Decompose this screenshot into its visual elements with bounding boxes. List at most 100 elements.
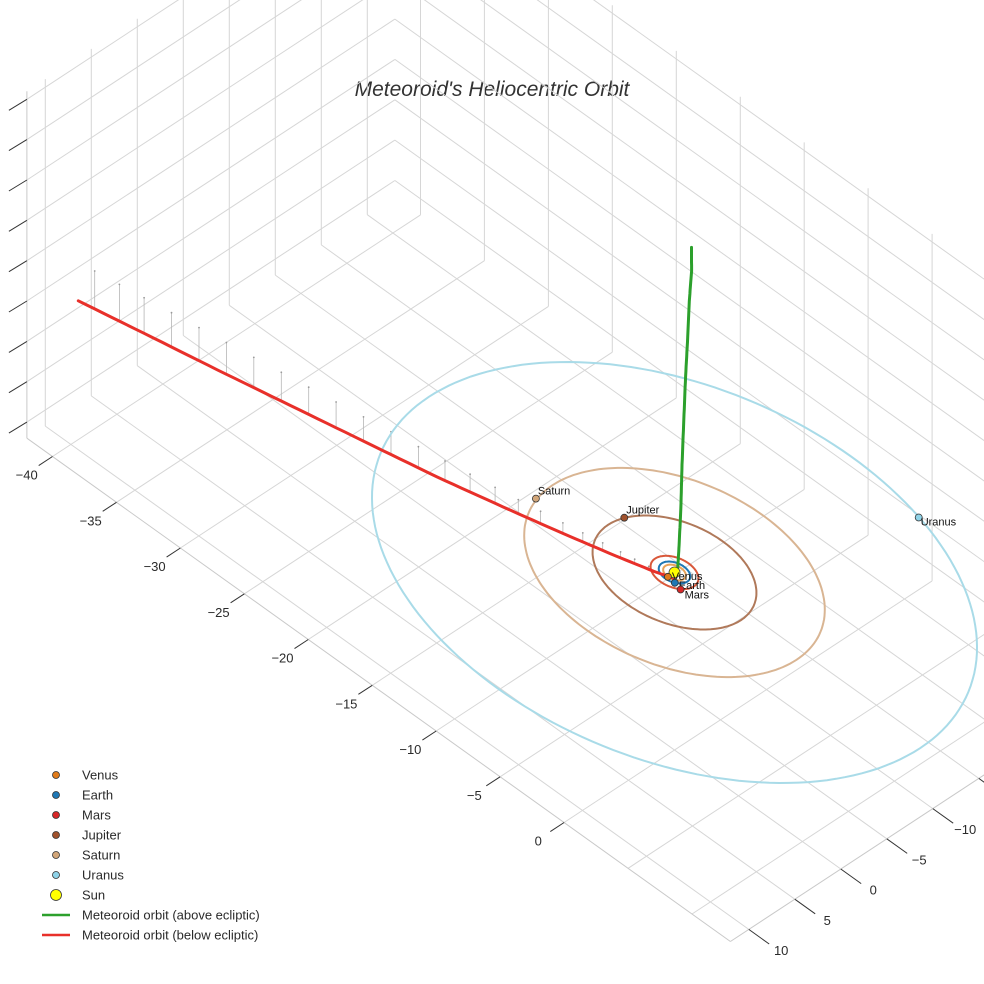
grid-line bbox=[275, 274, 980, 779]
grid-line bbox=[26, 0, 302, 181]
drop-line-dot bbox=[562, 522, 564, 524]
x-tick-label: −35 bbox=[80, 513, 102, 528]
grid-line bbox=[116, 260, 485, 503]
drop-line-dot bbox=[444, 460, 446, 462]
y-tick-mark bbox=[794, 898, 816, 915]
legend-label[interactable]: Sun bbox=[82, 888, 105, 903]
y-tick-mark bbox=[886, 838, 908, 854]
orbit-saturn bbox=[523, 466, 826, 679]
legend-label[interactable]: Mars bbox=[82, 808, 111, 823]
x-tick-label: −20 bbox=[271, 651, 293, 666]
planet-marker-jupiter[interactable] bbox=[620, 513, 629, 522]
grid-line bbox=[52, 214, 421, 457]
legend-label[interactable]: Venus bbox=[82, 768, 119, 783]
drop-line-dot bbox=[280, 371, 283, 374]
drop-line-dot bbox=[307, 386, 310, 389]
grid-line bbox=[26, 0, 241, 141]
x-tick-mark bbox=[358, 684, 373, 695]
meteoroid-orbit-above[interactable] bbox=[672, 245, 694, 580]
x-tick-label: −10 bbox=[399, 742, 421, 757]
legend-label[interactable]: Saturn bbox=[82, 848, 120, 863]
grid-line bbox=[180, 305, 549, 549]
drop-line-dot bbox=[494, 486, 496, 489]
grid-line bbox=[372, 443, 741, 686]
legend-label[interactable]: Uranus bbox=[82, 868, 124, 883]
grid-line bbox=[308, 397, 677, 640]
legend-swatch-marker[interactable] bbox=[52, 851, 60, 859]
drop-line-dot bbox=[619, 551, 622, 553]
grid-line bbox=[91, 395, 796, 900]
grid-line bbox=[26, 0, 180, 100]
legend-label[interactable]: Earth bbox=[82, 788, 113, 803]
grid-line bbox=[480, 0, 984, 361]
drop-line-dot bbox=[225, 341, 228, 344]
grid-line bbox=[499, 534, 869, 778]
legend-swatch-marker[interactable] bbox=[52, 811, 60, 819]
x-tick-label: −25 bbox=[208, 605, 230, 620]
legend-swatch-marker[interactable] bbox=[52, 871, 60, 879]
y-tick-label: −5 bbox=[912, 852, 927, 867]
legend[interactable]: Venus Earth Mars Jupiter Saturn Uranus Sun Mete… bbox=[42, 768, 260, 943]
grid-line bbox=[423, 0, 984, 401]
grid-line bbox=[26, 99, 396, 342]
y-tick-label: 0 bbox=[870, 883, 877, 898]
planet-marker-saturn[interactable] bbox=[532, 494, 540, 503]
grid-line bbox=[26, 0, 364, 221]
grid-line bbox=[394, 99, 984, 522]
grid-line bbox=[26, 58, 396, 302]
x-tick-label: −5 bbox=[467, 788, 482, 803]
y-tick-mark bbox=[932, 808, 954, 824]
drop-line-dot bbox=[335, 401, 337, 403]
grid-line bbox=[137, 365, 842, 870]
x-tick-label: −30 bbox=[144, 559, 166, 574]
planet-label-earth: Earth bbox=[679, 580, 705, 592]
grid-line bbox=[563, 580, 933, 823]
x-tick-mark bbox=[38, 456, 53, 467]
legend-swatch-marker[interactable] bbox=[52, 791, 60, 799]
x-tick-mark bbox=[102, 501, 117, 512]
legend-swatch-marker[interactable] bbox=[50, 889, 62, 901]
orbit-jupiter bbox=[591, 514, 758, 631]
sun-marker[interactable] bbox=[668, 566, 681, 579]
legend-swatch-marker[interactable] bbox=[52, 771, 60, 779]
x-tick-label: 0 bbox=[535, 834, 542, 849]
planet-label-venus: Venus bbox=[672, 571, 703, 583]
legend-label[interactable]: Meteoroid orbit (above ecliptic) bbox=[82, 908, 260, 923]
legend-label[interactable]: Jupiter bbox=[82, 828, 122, 843]
grid-line bbox=[394, 180, 984, 603]
grid-lines bbox=[26, 0, 984, 942]
z-tick-mark bbox=[8, 300, 28, 313]
drop-line-dot bbox=[517, 498, 520, 501]
drop-line-dot bbox=[170, 311, 173, 314]
drop-line-dot bbox=[601, 542, 604, 544]
grid-line bbox=[394, 18, 984, 442]
legend-swatch-marker[interactable] bbox=[52, 831, 60, 839]
planet-marker-mars[interactable] bbox=[676, 585, 685, 594]
grid-line bbox=[321, 244, 984, 720]
planet-marker-venus[interactable] bbox=[664, 572, 672, 581]
grid-line bbox=[394, 139, 984, 563]
x-tick-mark bbox=[166, 547, 181, 558]
z-tick-mark bbox=[8, 219, 28, 232]
grid-line bbox=[26, 18, 396, 262]
y-tick-mark bbox=[840, 868, 862, 885]
y-tick-mark bbox=[748, 928, 770, 945]
legend-label[interactable]: Meteoroid orbit (below ecliptic) bbox=[82, 928, 258, 943]
x-tick-mark bbox=[230, 593, 245, 604]
planet-label-jupiter: Jupiter bbox=[626, 505, 659, 517]
grid-line bbox=[435, 488, 805, 732]
drop-line-dot bbox=[362, 416, 365, 418]
meteoroid-orbit-below[interactable] bbox=[76, 299, 676, 580]
y-tick-label: −10 bbox=[954, 822, 976, 837]
grid-line bbox=[592, 0, 984, 280]
axis-ticks: −40−35−30−25−20−15−10−50−25−20−15−10−505… bbox=[8, 98, 984, 958]
drop-line-dot bbox=[469, 473, 471, 476]
planet-marker-earth[interactable] bbox=[670, 578, 679, 587]
z-tick-mark bbox=[8, 421, 28, 434]
planet-label-saturn: Saturn bbox=[538, 486, 570, 498]
z-tick-mark bbox=[8, 179, 28, 192]
planet-marker-uranus[interactable] bbox=[914, 513, 923, 522]
x-tick-label: −40 bbox=[16, 468, 38, 483]
